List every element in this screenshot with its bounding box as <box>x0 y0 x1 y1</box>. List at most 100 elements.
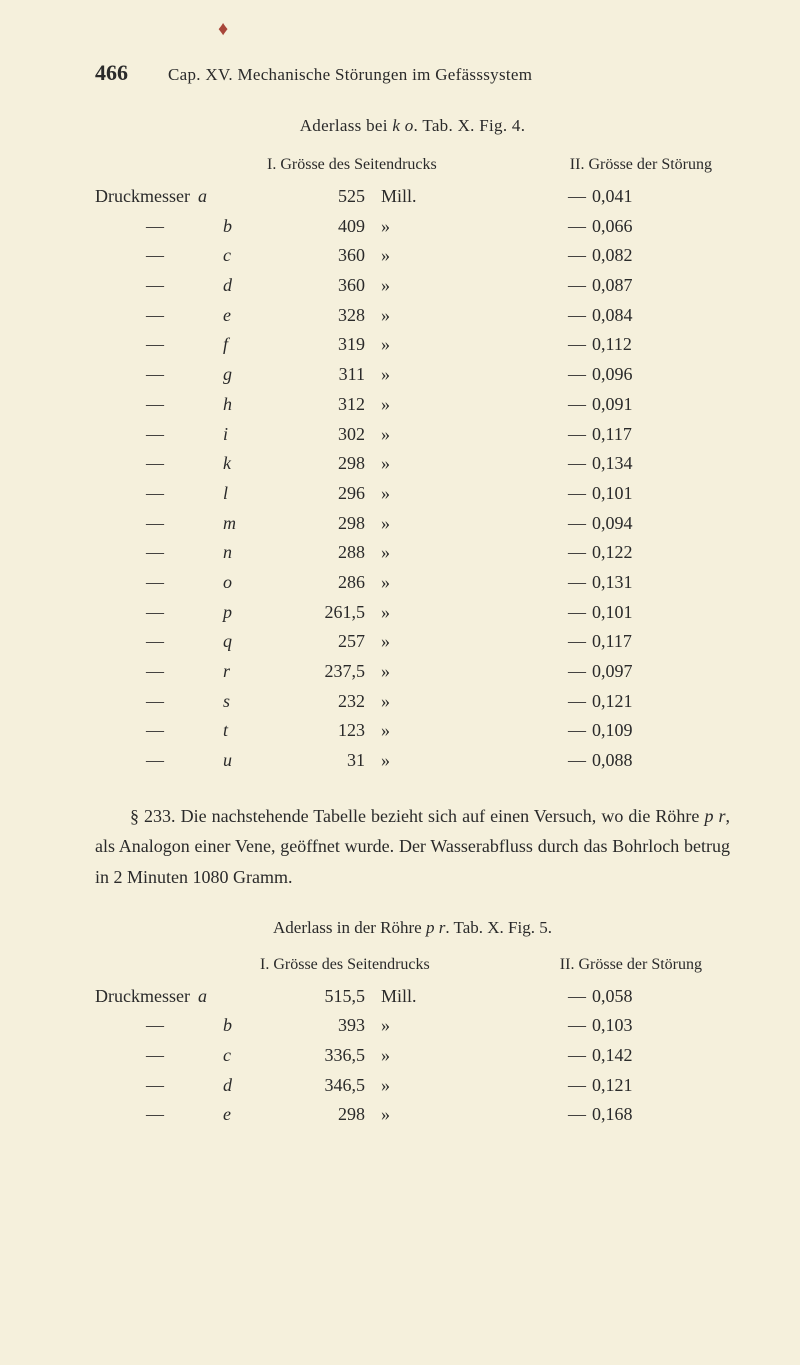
table2-caption: Aderlass in der Röhre p r. Tab. X. Fig. … <box>95 918 730 938</box>
row-letter: b <box>223 212 232 242</box>
row-disturbance: 0,097 <box>592 657 672 687</box>
label-dash: — <box>95 598 215 628</box>
row-dash: — <box>451 716 592 746</box>
label-dash: — <box>95 1041 215 1071</box>
row-dash: — <box>451 1071 592 1101</box>
table-row: —s232»—0,121 <box>95 687 730 717</box>
row-disturbance: 0,109 <box>592 716 672 746</box>
row-pressure: 525 <box>255 182 373 212</box>
row-dash: — <box>451 182 592 212</box>
table-row: —f319»—0,112 <box>95 330 730 360</box>
label-dash: — <box>95 657 215 687</box>
row-letter: a <box>198 182 207 212</box>
label-dash: — <box>95 746 215 776</box>
row-disturbance: 0,122 <box>592 538 672 568</box>
row-disturbance: 0,101 <box>592 479 672 509</box>
row-unit: » <box>373 212 451 242</box>
table-row: —k298»—0,134 <box>95 449 730 479</box>
row-pressure: 257 <box>255 627 373 657</box>
row-dash: — <box>451 568 592 598</box>
row-disturbance: 0,117 <box>592 420 672 450</box>
table1-caption: Aderlass bei k o. Tab. X. Fig. 4. <box>95 116 730 136</box>
label-dash: — <box>95 360 215 390</box>
row-dash: — <box>451 390 592 420</box>
row-dash: — <box>451 360 592 390</box>
row-unit: » <box>373 509 451 539</box>
row-pressure: 328 <box>255 301 373 331</box>
table-row: —u31»—0,088 <box>95 746 730 776</box>
page-header: 466 Cap. XV. Mechanische Störungen im Ge… <box>95 60 730 86</box>
row-letter: d <box>223 1071 232 1101</box>
row-pressure: 296 <box>255 479 373 509</box>
row-dash: — <box>451 212 592 242</box>
table-row: —d346,5»—0,121 <box>95 1071 730 1101</box>
row-pressure: 298 <box>255 509 373 539</box>
label-dash: — <box>95 1100 215 1130</box>
row-disturbance: 0,084 <box>592 301 672 331</box>
row-disturbance: 0,101 <box>592 598 672 628</box>
row-disturbance: 0,121 <box>592 1071 672 1101</box>
row-dash: — <box>451 449 592 479</box>
row-label: —s <box>95 687 255 717</box>
table1-col1-header: I. Grösse des Seitendrucks <box>255 156 482 174</box>
table-row: —r237,5»—0,097 <box>95 657 730 687</box>
row-label: Druckmessera <box>95 982 255 1012</box>
row-label: —t <box>95 716 255 746</box>
label-dash: — <box>95 509 215 539</box>
chapter-title: Cap. XV. Mechanische Störungen im Gefäss… <box>168 65 532 85</box>
table1: I. Grösse des Seitendrucks II. Grösse de… <box>95 156 730 776</box>
row-unit: » <box>373 627 451 657</box>
table2-header: I. Grösse des Seitendrucks II. Grösse de… <box>95 956 730 974</box>
row-pressure: 123 <box>255 716 373 746</box>
row-unit: » <box>373 1011 451 1041</box>
row-label: —c <box>95 1041 255 1071</box>
row-label: —u <box>95 746 255 776</box>
row-pressure: 346,5 <box>255 1071 373 1101</box>
row-dash: — <box>451 1100 592 1130</box>
label-dash: — <box>95 241 215 271</box>
table2: I. Grösse des Seitendrucks II. Grösse de… <box>95 956 730 1130</box>
label-dash: — <box>95 271 215 301</box>
table-row: —g311»—0,096 <box>95 360 730 390</box>
row-dash: — <box>451 479 592 509</box>
row-letter: e <box>223 1100 231 1130</box>
label-dash: — <box>95 1071 215 1101</box>
row-disturbance: 0,094 <box>592 509 672 539</box>
row-letter: h <box>223 390 232 420</box>
row-unit: » <box>373 568 451 598</box>
row-disturbance: 0,142 <box>592 1041 672 1071</box>
row-pressure: 409 <box>255 212 373 242</box>
label-dash: — <box>95 716 215 746</box>
row-label: —e <box>95 1100 255 1130</box>
row-dash: — <box>451 241 592 271</box>
row-unit: » <box>373 360 451 390</box>
row-dash: — <box>451 271 592 301</box>
table-row: —e298»—0,168 <box>95 1100 730 1130</box>
row-dash: — <box>451 657 592 687</box>
row-label: —b <box>95 1011 255 1041</box>
row-label: —g <box>95 360 255 390</box>
row-label: —c <box>95 241 255 271</box>
row-letter: s <box>223 687 230 717</box>
row-unit: » <box>373 330 451 360</box>
row-unit: » <box>373 449 451 479</box>
row-pressure: 360 <box>255 271 373 301</box>
label-dash: — <box>95 479 215 509</box>
table-row: Druckmessera525Mill.—0,041 <box>95 182 730 212</box>
table-row: —b393»—0,103 <box>95 1011 730 1041</box>
row-unit: » <box>373 390 451 420</box>
row-label: —e <box>95 301 255 331</box>
label-dash: — <box>95 330 215 360</box>
row-label: Druckmessera <box>95 182 255 212</box>
row-unit: » <box>373 1041 451 1071</box>
page-mark: ♦ <box>218 18 228 41</box>
table-row: —p261,5»—0,101 <box>95 598 730 628</box>
row-disturbance: 0,131 <box>592 568 672 598</box>
row-unit: » <box>373 420 451 450</box>
row-dash: — <box>451 420 592 450</box>
row-pressure: 312 <box>255 390 373 420</box>
row-letter: c <box>223 241 231 271</box>
row-dash: — <box>451 1011 592 1041</box>
table-row: —m298»—0,094 <box>95 509 730 539</box>
row-disturbance: 0,082 <box>592 241 672 271</box>
